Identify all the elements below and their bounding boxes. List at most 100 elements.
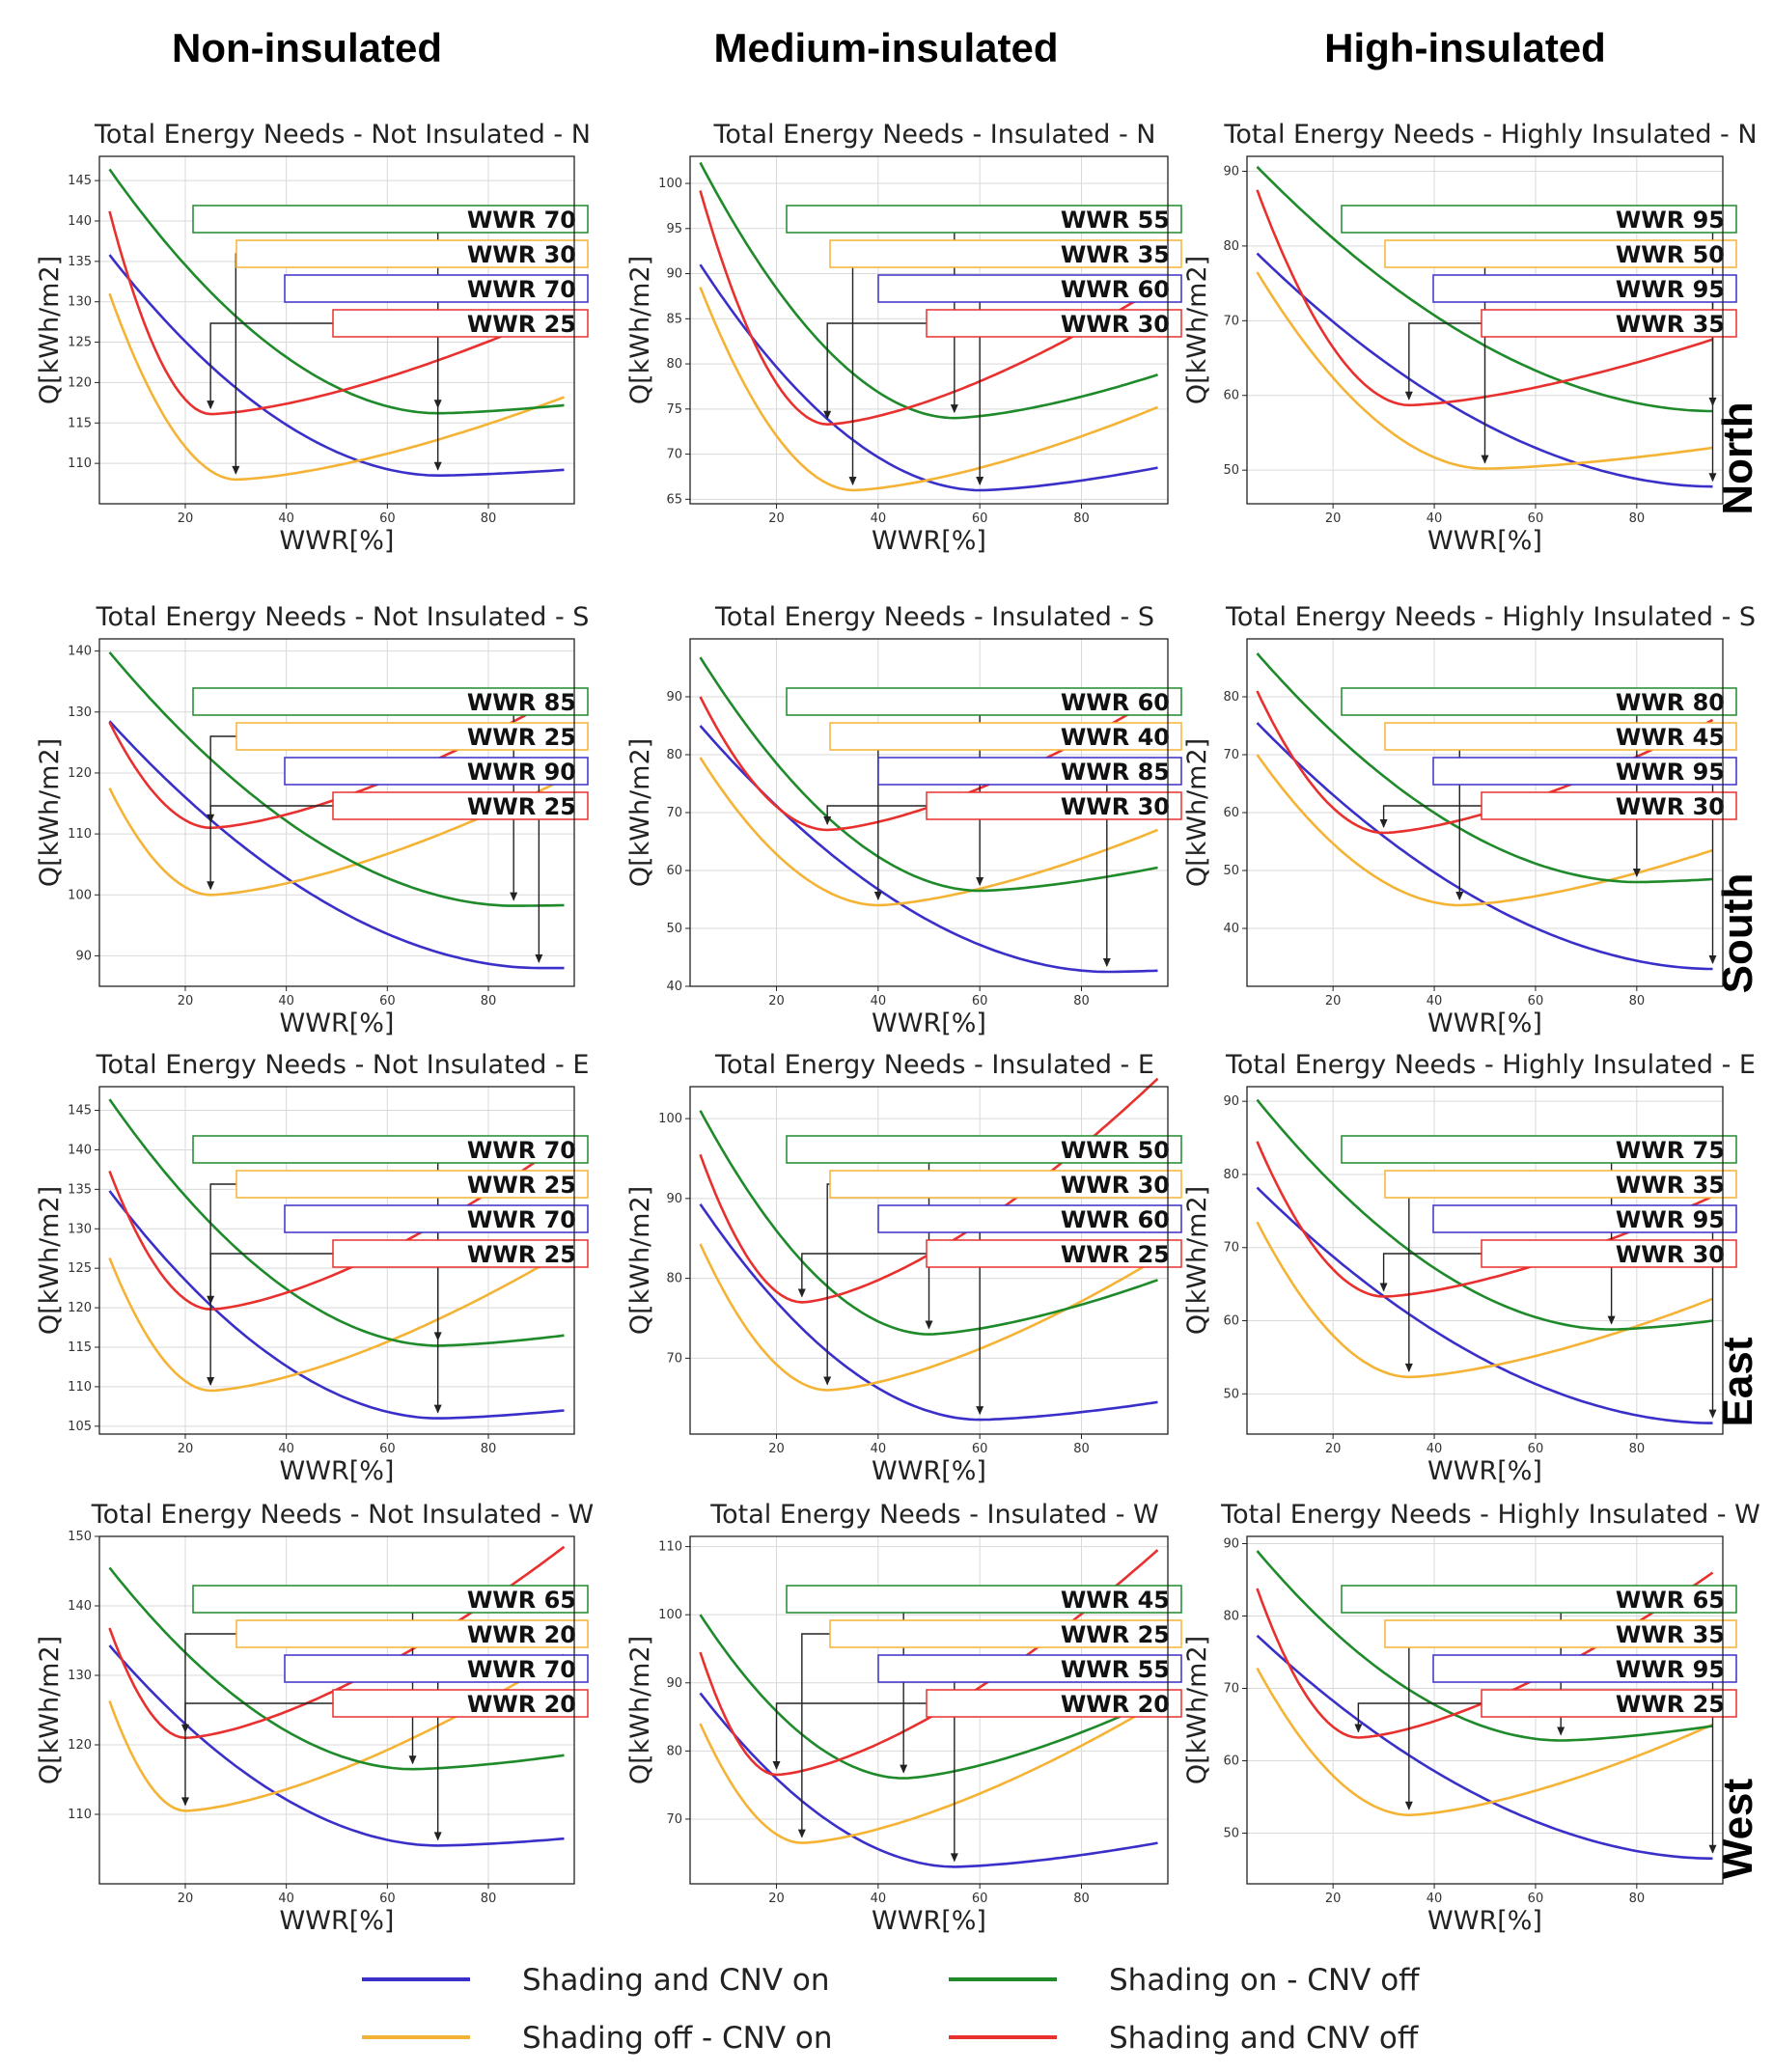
tick-label-y: 80 <box>1223 1168 1239 1182</box>
annotation-label: WWR 25 <box>467 311 576 338</box>
tick-label-x: 20 <box>178 1892 194 1906</box>
annotation-label: WWR 25 <box>1061 1621 1170 1648</box>
tick-label-y: 90 <box>666 267 682 282</box>
annotation-label: WWR 95 <box>1616 207 1725 234</box>
annotation-arrow <box>1385 1633 1413 1810</box>
tick-label-y: 65 <box>666 492 682 507</box>
tick-label-x: 80 <box>1073 1442 1090 1456</box>
annotation-label: WWR 95 <box>1616 276 1725 303</box>
panel-total-energy-needs-not-insulated-w: WWR 65 WWR 20 WWR 70 WWR 20 20 40 60 80 110 120 13… <box>35 1500 594 1936</box>
annotation-arrow <box>1354 1702 1482 1733</box>
tick-label-x: 40 <box>278 994 294 1008</box>
tick-label-y: 70 <box>666 448 682 462</box>
annotation-arrow <box>797 1253 927 1298</box>
annotation-label: WWR 25 <box>467 793 576 820</box>
tick-label-y: 80 <box>666 1744 682 1758</box>
arrow-head <box>408 1755 417 1765</box>
annotation-label: WWR 25 <box>467 1172 576 1199</box>
series-line-shading-on-cnv-off <box>699 656 1158 893</box>
plot-frame <box>98 638 575 987</box>
tick-label-x: 60 <box>379 994 396 1008</box>
annotation-label: WWR 70 <box>467 1206 576 1233</box>
annotation-box <box>926 1239 1182 1268</box>
column-title-medium-insulated: Medium-insulated <box>713 25 1058 70</box>
arrow-head <box>823 410 832 420</box>
tick-label-x: 80 <box>1629 994 1646 1008</box>
tick-label-x: 80 <box>1073 1892 1090 1906</box>
leader-line <box>235 253 237 474</box>
tick-label-y: 90 <box>75 949 92 963</box>
arrow-head <box>950 404 958 414</box>
tick-label-x: 40 <box>1427 511 1443 526</box>
tick-label-y: 125 <box>68 336 92 350</box>
tick-label-y: 50 <box>1223 864 1239 878</box>
annotation-arrow <box>180 1702 333 1733</box>
annotation-arrow <box>207 1253 333 1305</box>
annotation-label: WWR 85 <box>1061 759 1170 786</box>
tick-label-y: 140 <box>68 1599 92 1614</box>
tick-label-x: 80 <box>1629 1892 1646 1906</box>
annotation-arrow <box>207 805 333 823</box>
plot-frame <box>1246 1535 1724 1885</box>
tick-label-x: 60 <box>379 1442 396 1456</box>
y-axis-label: Q[kWh/m2] <box>35 1186 65 1335</box>
annotation-arrow <box>797 1633 830 1838</box>
plot-frame <box>98 1086 575 1435</box>
tick-label-y: 75 <box>666 402 682 417</box>
y-axis-label: Q[kWh/m2] <box>625 1186 655 1335</box>
annotation-box <box>332 1689 589 1718</box>
annotation-arrow <box>207 735 236 891</box>
tick-label-x: 40 <box>1427 1892 1443 1906</box>
x-axis-label: WWR[%] <box>872 1456 986 1486</box>
annotation-box <box>1432 1204 1737 1233</box>
row-labels: North South East West <box>1714 401 1761 1879</box>
arrow-head <box>976 476 984 485</box>
leader-line <box>184 1702 333 1732</box>
annotation-box <box>235 1170 589 1199</box>
series-line-shading-and-cnv-on <box>699 263 1158 492</box>
annotation-label: WWR 35 <box>1061 241 1170 268</box>
annotation-box <box>1432 1654 1737 1683</box>
annotation-box <box>284 1204 589 1233</box>
chart-title: Total Energy Needs - Not Insulated - N <box>94 120 591 150</box>
leader-line <box>209 805 333 822</box>
tick-label-x: 60 <box>972 994 988 1008</box>
leader-line <box>830 735 879 899</box>
annotation-box <box>877 1204 1182 1233</box>
leader-line <box>1385 1633 1410 1810</box>
tick-label-y: 90 <box>666 1676 682 1691</box>
annotation-box <box>877 1654 1182 1683</box>
chart-title: Total Energy Needs - Insulated - N <box>712 120 1155 150</box>
tick-label-y: 100 <box>658 1112 682 1126</box>
series-line-shading-on-cnv-off <box>108 168 565 415</box>
arrow-head <box>797 1829 806 1838</box>
arrow-head <box>1102 958 1111 967</box>
column-title-non-insulated: Non-insulated <box>172 25 442 70</box>
annotation-label: WWR 50 <box>1061 1137 1170 1164</box>
annotation-box <box>332 791 589 820</box>
tick-label-y: 70 <box>666 1351 682 1366</box>
annotation-arrow <box>772 1702 927 1771</box>
annotation-label: WWR 70 <box>467 1137 576 1164</box>
series-line-shading-on-cnv-off <box>1256 1550 1713 1742</box>
x-axis-label: WWR[%] <box>872 1008 986 1038</box>
series-line-shading-off-cnv-on <box>1256 1221 1713 1379</box>
annotation-box <box>829 1619 1182 1648</box>
tick-label-x: 60 <box>1528 1442 1544 1456</box>
series-line-shading-off-cnv-on <box>699 1701 1159 1844</box>
arrow-head <box>232 465 240 475</box>
tick-label-y: 145 <box>68 174 92 188</box>
annotation-arrow <box>207 322 333 410</box>
tick-label-y: 90 <box>666 690 682 704</box>
column-titles: Non-insulated Medium-insulated High-insu… <box>172 25 1606 70</box>
row-label-west: West <box>1714 1778 1761 1879</box>
annotation-box <box>332 1239 589 1268</box>
tick-label-x: 80 <box>1629 1442 1646 1456</box>
series-line-shading-and-cnv-on <box>699 1202 1158 1422</box>
tick-label-y: 120 <box>68 1301 92 1315</box>
arrow-head <box>433 1404 442 1414</box>
tick-label-x: 20 <box>178 511 194 526</box>
leader-line <box>1385 1183 1410 1371</box>
arrow-head <box>510 892 518 901</box>
tick-label-y: 105 <box>68 1420 92 1434</box>
